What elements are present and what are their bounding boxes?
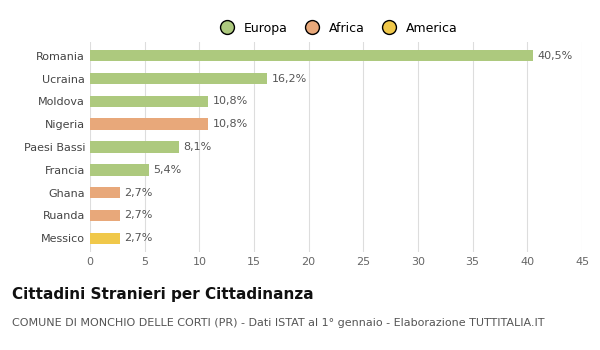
Bar [90,141,179,153]
Text: 2,7%: 2,7% [124,233,152,243]
Bar [90,164,149,176]
Legend: Europa, Africa, America: Europa, Africa, America [209,17,463,40]
Bar [90,210,119,221]
Bar [90,233,119,244]
Text: Cittadini Stranieri per Cittadinanza: Cittadini Stranieri per Cittadinanza [12,287,314,302]
Bar [90,187,119,198]
Text: 5,4%: 5,4% [154,165,182,175]
Text: 8,1%: 8,1% [183,142,211,152]
Text: 40,5%: 40,5% [537,51,572,61]
Bar [90,73,267,84]
Text: 2,7%: 2,7% [124,188,152,198]
Text: 2,7%: 2,7% [124,210,152,220]
Text: 10,8%: 10,8% [212,119,248,129]
Bar [90,50,533,61]
Bar [90,118,208,130]
Text: 16,2%: 16,2% [271,74,307,84]
Text: 10,8%: 10,8% [212,96,248,106]
Text: COMUNE DI MONCHIO DELLE CORTI (PR) - Dati ISTAT al 1° gennaio - Elaborazione TUT: COMUNE DI MONCHIO DELLE CORTI (PR) - Dat… [12,318,545,329]
Bar [90,96,208,107]
